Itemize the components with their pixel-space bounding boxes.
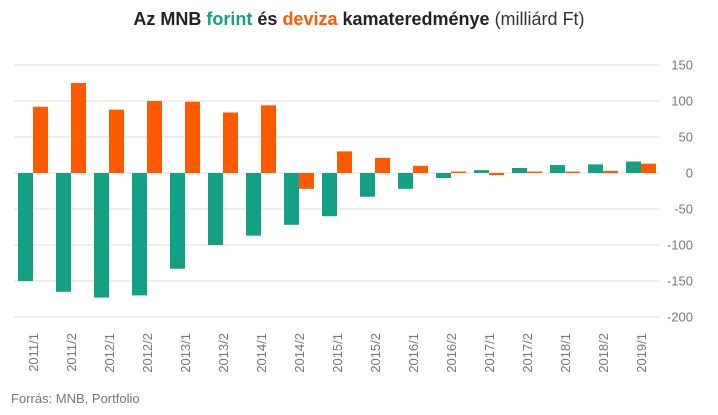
bar-deviza-2011-1 (33, 106, 48, 173)
bar-forint-2018-1 (550, 165, 565, 173)
bar-forint-2018-2 (588, 164, 603, 173)
bar-forint-2011-1 (18, 173, 33, 281)
x-tick-label: 2015/1 (330, 333, 345, 373)
x-tick-label: 2016/1 (406, 333, 421, 373)
y-tick-label: 50 (679, 130, 693, 145)
x-tick-label: 2012/2 (140, 333, 155, 373)
bar-deviza-2012-1 (109, 109, 124, 173)
bar-forint-2014-1 (246, 173, 261, 236)
bar-forint-2017-2 (512, 167, 527, 173)
bar-forint-2012-1 (94, 173, 109, 298)
bar-deviza-2016-1 (413, 165, 428, 173)
bar-forint-2013-2 (208, 173, 223, 245)
bar-deviza-2017-1 (489, 173, 504, 176)
bar-deviza-2016-2 (451, 171, 466, 173)
bar-deviza-2014-2 (299, 173, 314, 189)
title-unit: (milliárd Ft) (489, 9, 585, 29)
x-tick-label: 2016/2 (444, 333, 459, 373)
bar-forint-2013-1 (170, 173, 185, 269)
x-tick-label: 2014/2 (292, 333, 307, 373)
chart-title: Az MNB forint és deviza kamateredménye (… (0, 9, 718, 30)
bar-deviza-2012-2 (147, 101, 162, 173)
bars (18, 83, 656, 298)
bar-deviza-2015-1 (337, 151, 352, 173)
bar-deviza-2015-2 (375, 157, 390, 173)
y-tick-label: -100 (667, 238, 693, 253)
x-tick-label: 2017/2 (520, 333, 535, 373)
x-tick-label: 2018/1 (558, 333, 573, 373)
bar-deviza-2014-1 (261, 105, 276, 173)
x-tick-label: 2013/2 (216, 333, 231, 373)
y-tick-label: -50 (674, 202, 693, 217)
y-tick-label: 100 (671, 94, 693, 109)
x-tick-label: 2019/1 (634, 333, 649, 373)
x-tick-label: 2011/1 (26, 333, 41, 372)
x-tick-label: 2014/1 (254, 333, 269, 373)
bar-forint-2016-2 (436, 173, 451, 179)
bar-forint-2015-2 (360, 173, 375, 197)
bar-deviza-2013-1 (185, 101, 200, 173)
bar-deviza-2018-1 (565, 171, 580, 173)
bar-forint-2017-1 (474, 170, 489, 173)
y-tick-label: 150 (671, 58, 693, 73)
bar-deviza-2017-2 (527, 171, 542, 173)
x-axis-tick-labels: 2011/1 2011/2 2012/1 2012/2 2013/1 2013/2 2014… (26, 333, 649, 373)
x-tick-label: 2013/1 (178, 333, 193, 373)
bar-forint-2011-2 (56, 173, 71, 292)
source-note: Forrás: MNB, Portfolio (11, 391, 140, 406)
y-tick-label: -150 (667, 274, 693, 289)
bar-forint-2014-2 (284, 173, 299, 225)
title-forint: forint (206, 9, 253, 29)
title-part-5: kamateredménye (337, 9, 490, 29)
bar-deviza-2019-1 (641, 163, 656, 173)
y-tick-label: -200 (667, 310, 693, 325)
bar-deviza-2018-2 (603, 170, 618, 173)
bar-deviza-2011-2 (71, 83, 86, 173)
y-axis-tick-labels: 150 100 50 0 -50 -100 -150 -200 (667, 58, 693, 325)
title-part-1: Az MNB (133, 9, 207, 29)
x-tick-label: 2012/1 (102, 333, 117, 373)
x-tick-label: 2018/2 (596, 333, 611, 373)
x-tick-label: 2011/2 (64, 333, 79, 372)
title-part-3: és (252, 9, 283, 29)
bar-forint-2016-1 (398, 173, 413, 189)
title-deviza: deviza (282, 9, 338, 29)
bar-forint-2012-2 (132, 173, 147, 296)
bar-deviza-2013-2 (223, 112, 238, 173)
x-tick-label: 2017/1 (482, 333, 497, 373)
bar-forint-2019-1 (626, 161, 641, 173)
x-tick-label: 2015/2 (368, 333, 383, 373)
bar-forint-2015-1 (322, 173, 337, 217)
y-tick-label: 0 (686, 166, 693, 181)
